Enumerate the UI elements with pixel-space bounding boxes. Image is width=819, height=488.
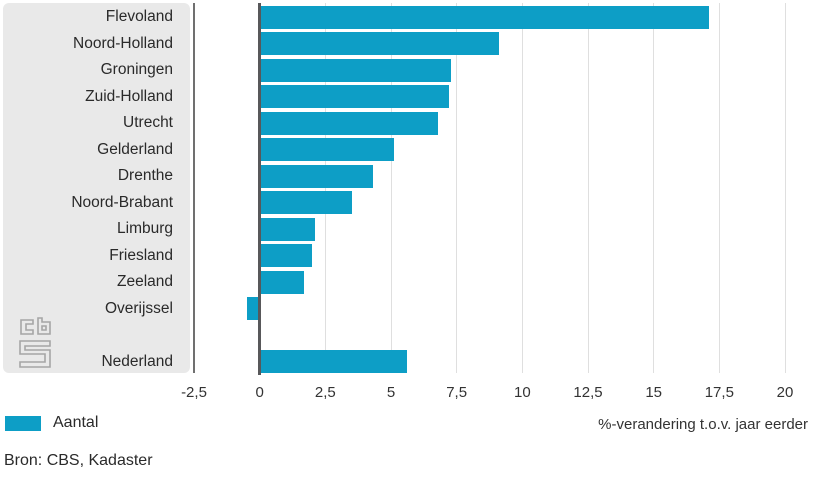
bar-gelderland[interactable]: [259, 138, 394, 161]
x-tick-label: 12,5: [573, 384, 603, 401]
category-label-noord-holland: Noord-Holland: [73, 34, 173, 52]
category-label-panel: [3, 3, 190, 373]
bar-drenthe[interactable]: [259, 164, 373, 188]
bar-limburg[interactable]: [259, 217, 315, 241]
category-label-zeeland: Zeeland: [116, 273, 173, 290]
bar-zuid-holland[interactable]: [259, 85, 449, 108]
bar-noord-holland[interactable]: [259, 32, 499, 55]
x-tick-label: -2,5: [181, 384, 207, 401]
gridline: [653, 3, 655, 373]
x-tick-label: 17,5: [704, 384, 734, 401]
gridline: [521, 3, 523, 373]
cbs-logo: [19, 317, 51, 368]
source-text: Bron: CBS, Kadaster: [4, 452, 153, 469]
legend[interactable]: Aantal: [5, 414, 98, 432]
legend-label[interactable]: Aantal: [53, 414, 99, 431]
y-axis-line: [192, 3, 195, 373]
bar-overijssel[interactable]: [246, 297, 260, 320]
gridline: [390, 3, 392, 373]
category-label-flevoland: Flevoland: [105, 8, 173, 25]
gridline: [456, 3, 458, 373]
legend-swatch[interactable]: [5, 415, 41, 431]
category-label-groningen: Groningen: [100, 61, 173, 78]
zero-axis-line: [258, 3, 262, 375]
x-tick-label: 5: [386, 384, 396, 401]
bar-utrecht[interactable]: [259, 111, 439, 135]
x-tick-label: 20: [776, 384, 794, 401]
bar-flevoland[interactable]: [259, 5, 709, 29]
gridline: [784, 3, 786, 373]
category-label-friesland: Friesland: [109, 246, 173, 264]
category-label-zuid-holland: Zuid-Holland: [85, 87, 173, 105]
bar-friesland[interactable]: [259, 244, 313, 267]
category-label-drenthe: Drenthe: [117, 167, 173, 184]
x-tick-label: 7,5: [446, 384, 468, 401]
x-tick-label: 15: [645, 384, 662, 401]
bar-nederland[interactable]: [259, 350, 407, 373]
category-label-noord-brabant: Noord-Brabant: [71, 193, 173, 211]
category-label-overijssel: Overijssel: [104, 299, 173, 317]
bar-noord-brabant[interactable]: [259, 191, 352, 214]
category-label-utrecht: Utrecht: [123, 114, 173, 131]
x-tick-label: 0: [255, 384, 264, 401]
bar-zeeland[interactable]: [259, 270, 305, 294]
category-label-gelderland: Gelderland: [97, 140, 173, 158]
x-tick-label: 2,5: [314, 384, 336, 401]
bar-groningen[interactable]: [259, 58, 452, 82]
category-label-limburg: Limburg: [117, 220, 173, 237]
x-tick-label: 10: [513, 384, 531, 401]
category-label-nederland: Nederland: [101, 352, 173, 370]
x-axis-title: %-verandering t.o.v. jaar eerder: [598, 416, 808, 433]
gridline: [324, 3, 326, 373]
gridline: [718, 3, 720, 373]
gridline: [587, 3, 589, 373]
